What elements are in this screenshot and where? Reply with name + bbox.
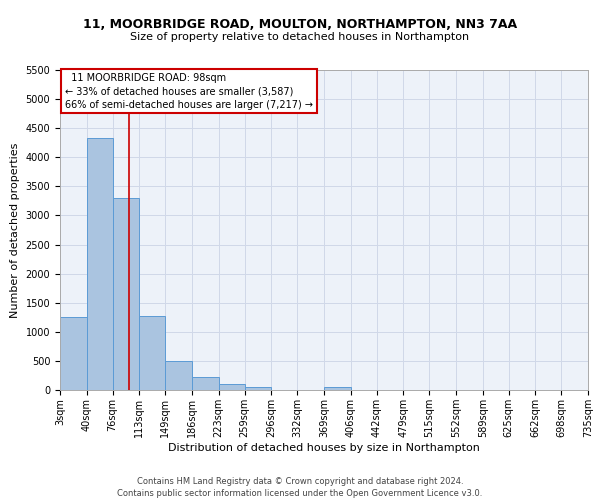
Bar bbox=[139, 316, 166, 390]
Bar bbox=[113, 198, 139, 390]
Text: 11 MOORBRIDGE ROAD: 98sqm
← 33% of detached houses are smaller (3,587)
66% of se: 11 MOORBRIDGE ROAD: 98sqm ← 33% of detac… bbox=[65, 73, 313, 110]
Bar bbox=[86, 138, 113, 390]
Bar bbox=[218, 384, 245, 390]
Bar bbox=[245, 387, 271, 390]
Bar bbox=[166, 362, 192, 390]
Text: Size of property relative to detached houses in Northampton: Size of property relative to detached ho… bbox=[130, 32, 470, 42]
X-axis label: Distribution of detached houses by size in Northampton: Distribution of detached houses by size … bbox=[168, 442, 480, 452]
Bar bbox=[324, 386, 350, 390]
Text: 11, MOORBRIDGE ROAD, MOULTON, NORTHAMPTON, NN3 7AA: 11, MOORBRIDGE ROAD, MOULTON, NORTHAMPTO… bbox=[83, 18, 517, 30]
Y-axis label: Number of detached properties: Number of detached properties bbox=[10, 142, 20, 318]
Bar bbox=[60, 316, 86, 390]
Bar bbox=[192, 378, 218, 390]
Text: Contains HM Land Registry data © Crown copyright and database right 2024.
Contai: Contains HM Land Registry data © Crown c… bbox=[118, 476, 482, 498]
